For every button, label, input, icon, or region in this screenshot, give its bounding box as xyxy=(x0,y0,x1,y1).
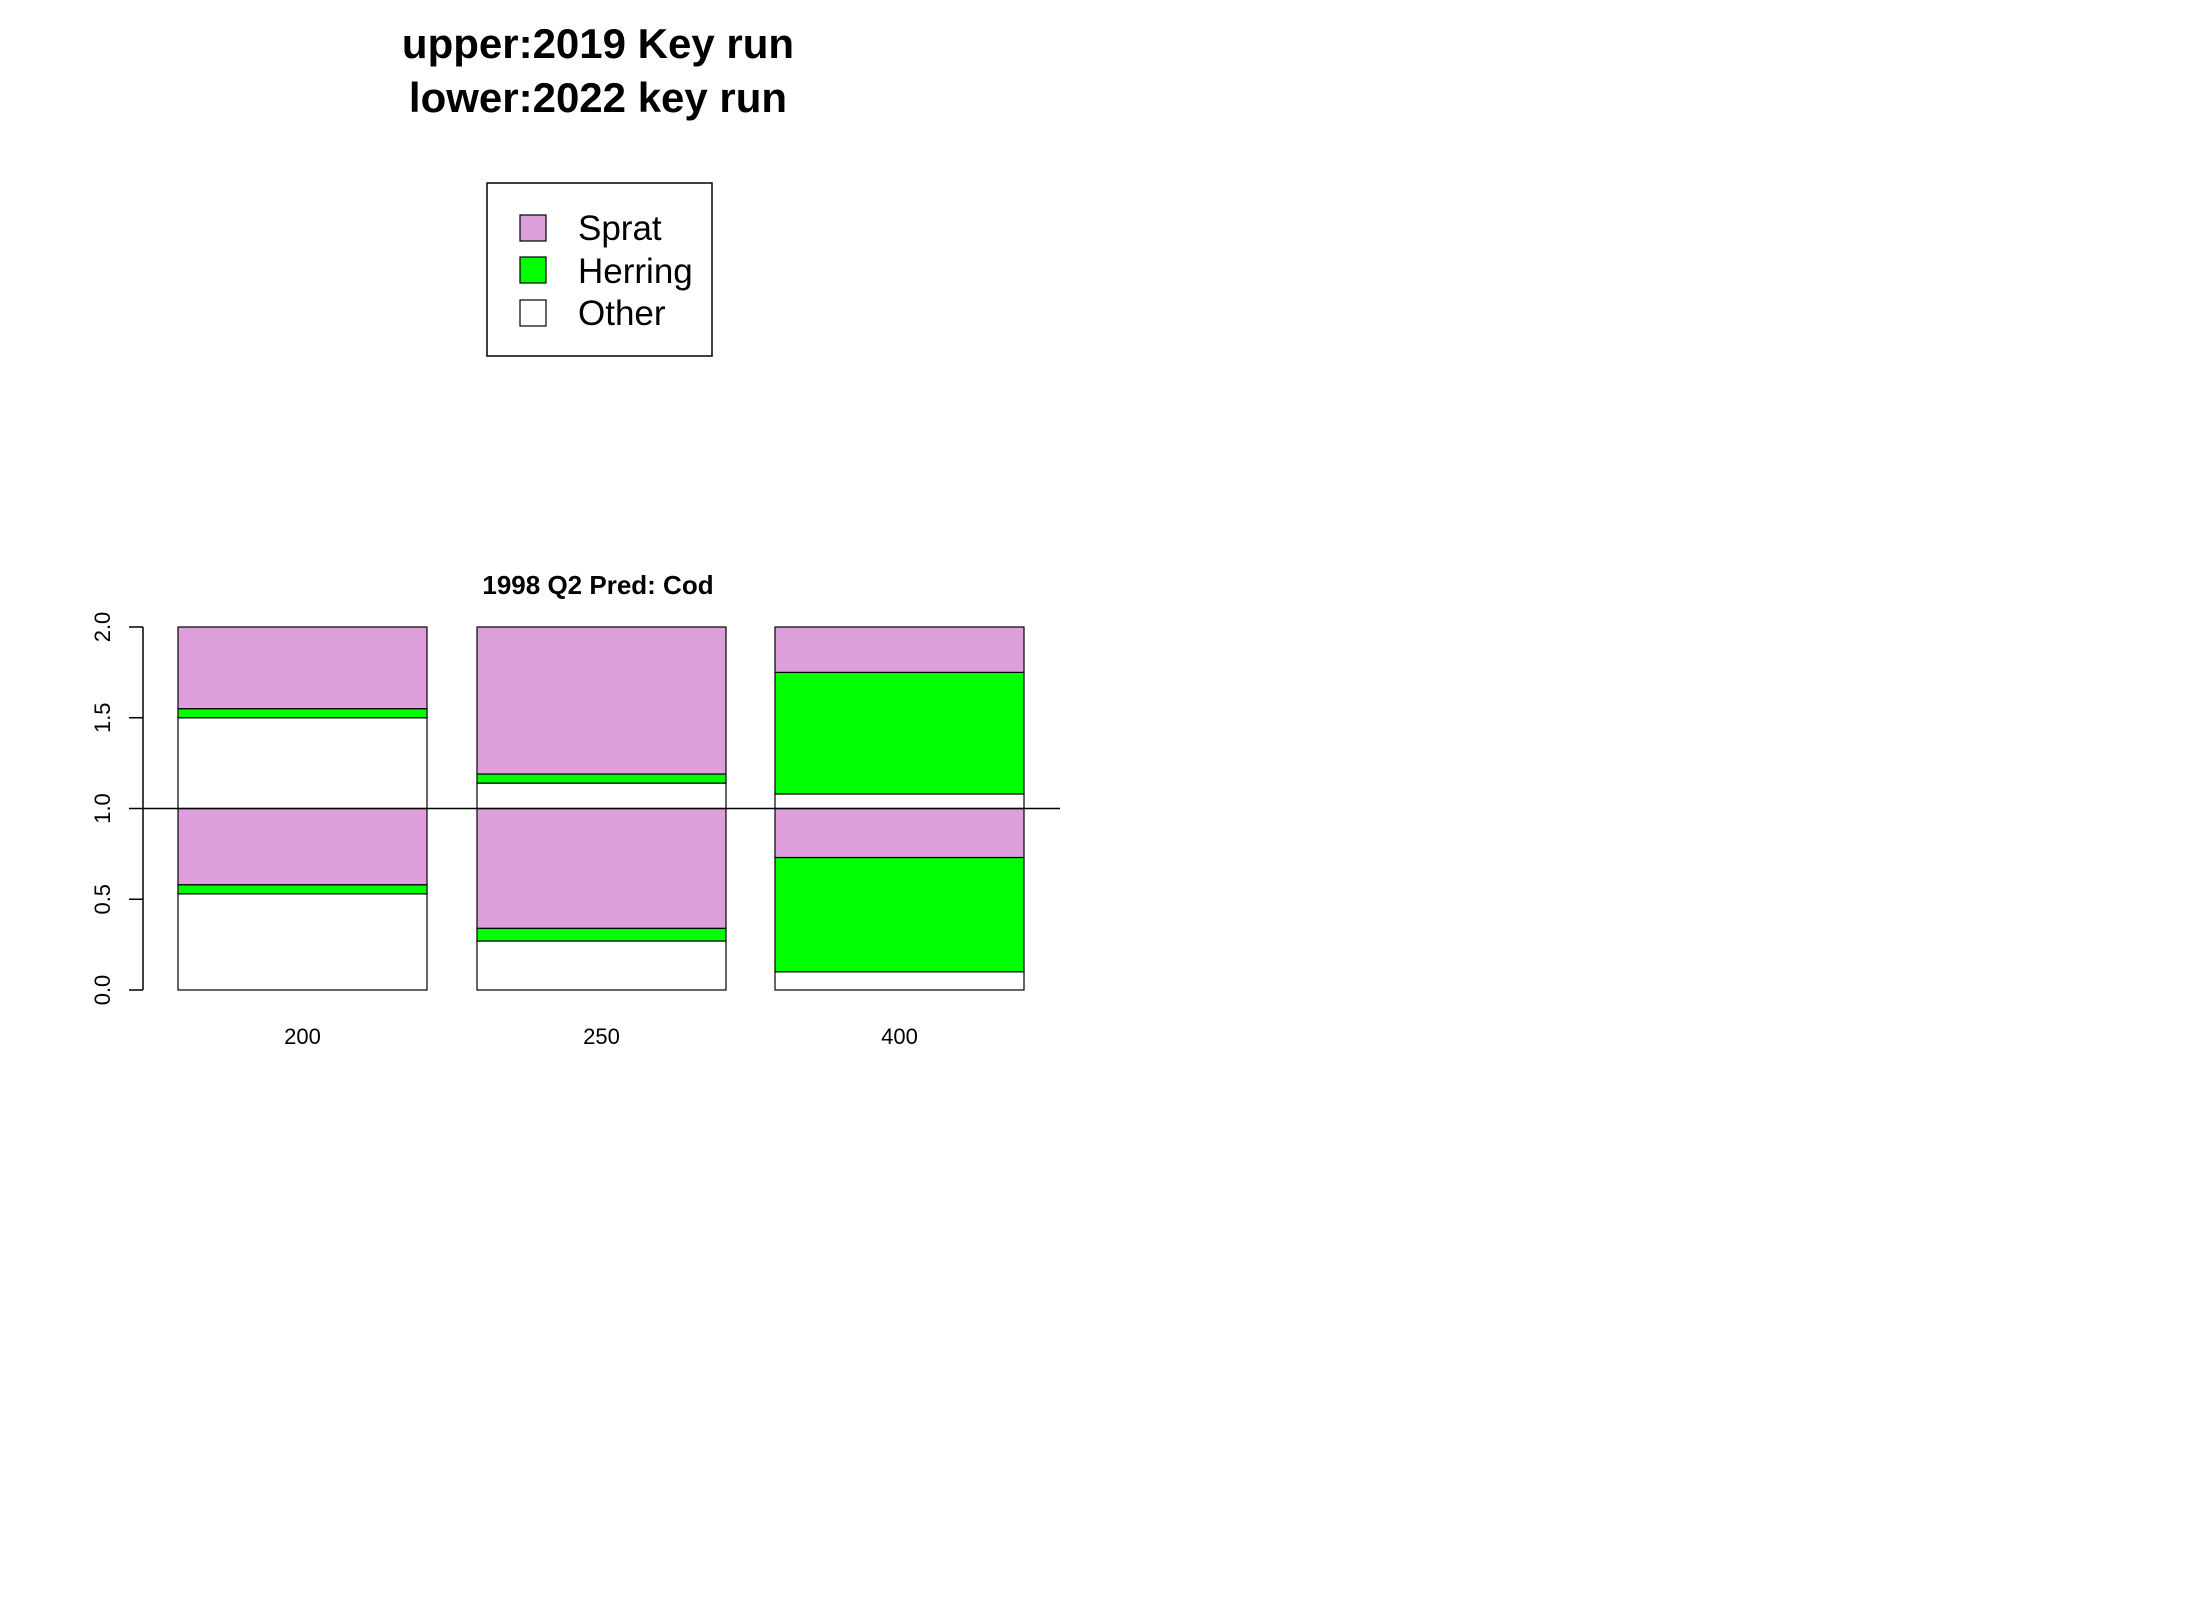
bar-lower-other-400 xyxy=(774,971,1025,991)
y-tick-label: 0.0 xyxy=(90,975,115,1006)
bar-lower-other-250 xyxy=(476,940,727,991)
y-tick-label: 2.0 xyxy=(90,612,115,643)
plot-area: 0.0 0.5 1.0 1.5 2.0 200 250 400 xyxy=(90,612,1060,1049)
bar-lower-herring-400 xyxy=(774,856,1025,973)
bar-upper-herring-200 xyxy=(177,708,428,719)
bar-upper-other-400 xyxy=(774,793,1025,810)
legend-label-other: Other xyxy=(578,294,666,333)
y-tick-label: 1.0 xyxy=(90,793,115,824)
x-category-label: 400 xyxy=(881,1024,918,1049)
bar-upper-other-250 xyxy=(476,782,727,810)
main-title-line1: upper:2019 Key run xyxy=(402,20,794,67)
y-tick-label: 0.5 xyxy=(90,884,115,915)
bar-lower-herring-200 xyxy=(177,884,428,895)
bar-upper-other-200 xyxy=(177,717,428,810)
bar-lower-other-200 xyxy=(177,893,428,991)
legend-swatch-other xyxy=(519,299,547,327)
legend-swatch-herring xyxy=(519,256,547,284)
bar-upper-sprat-200 xyxy=(177,626,428,710)
bar-upper-sprat-250 xyxy=(476,626,727,775)
bar-lower-sprat-400 xyxy=(774,807,1025,859)
legend-swatch-sprat xyxy=(519,214,547,242)
main-title-line2: lower:2022 key run xyxy=(409,74,787,121)
legend-label-sprat: Sprat xyxy=(578,209,662,248)
bar-upper-herring-250 xyxy=(476,773,727,784)
x-category-label: 250 xyxy=(583,1024,620,1049)
bar-upper-herring-400 xyxy=(774,671,1025,795)
legend: Sprat Herring Other xyxy=(486,182,713,357)
x-category-label: 200 xyxy=(284,1024,321,1049)
bar-lower-herring-250 xyxy=(476,927,727,942)
bar-lower-sprat-250 xyxy=(476,807,727,929)
legend-label-herring: Herring xyxy=(578,252,693,291)
bar-upper-sprat-400 xyxy=(774,626,1025,673)
y-tick-label: 1.5 xyxy=(90,702,115,733)
bar-lower-sprat-200 xyxy=(177,807,428,886)
panel-title: 1998 Q2 Pred: Cod xyxy=(482,570,713,600)
